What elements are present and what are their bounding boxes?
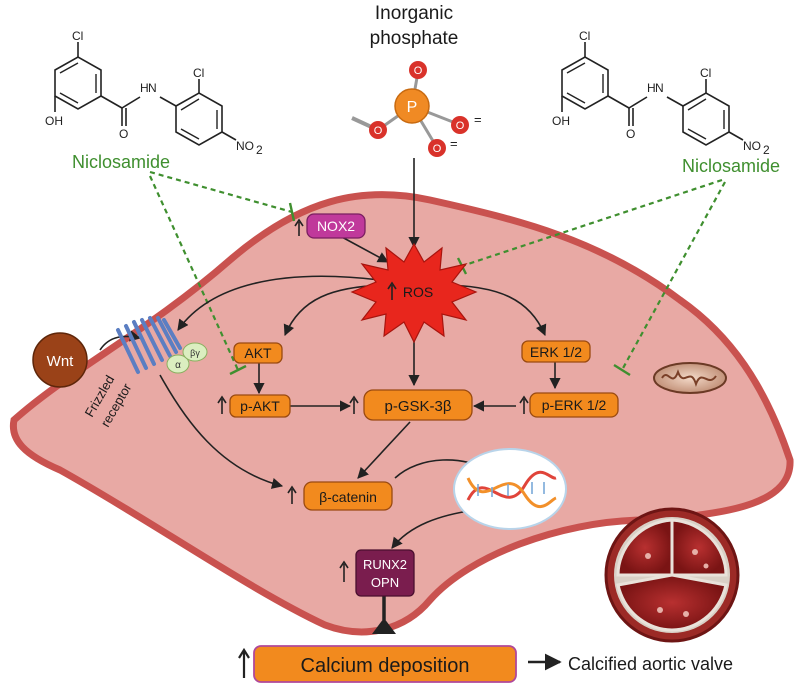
niclosamide-left-label: Niclosamide — [72, 152, 170, 172]
no2-sub-2: 2 — [763, 143, 770, 157]
beta-catenin-up-arrow — [287, 485, 297, 504]
wnt-label: Wnt — [47, 353, 75, 370]
beta-catenin-label: β-catenin — [319, 489, 377, 505]
akt-node — [233, 342, 283, 364]
charge-bottom: = — [450, 136, 458, 151]
oxygen-right: O — [456, 120, 465, 132]
cl-label-2: Cl — [193, 66, 204, 80]
h-label-2: H — [647, 81, 656, 95]
p-erk-label: p-ERK 1/2 — [542, 397, 607, 413]
dna-helix-icon — [466, 470, 557, 509]
aortic-valve-icon — [604, 507, 740, 643]
calcified-valve-label: Calcified aortic valve — [568, 654, 733, 674]
inorganic-label-line1: Inorganic — [375, 3, 453, 24]
inhibition-bars — [229, 202, 631, 377]
runx2-opn-node — [355, 549, 415, 597]
nox2-label: NOX2 — [317, 218, 355, 234]
ros-label: ROS — [403, 284, 433, 300]
p-akt-node — [229, 394, 291, 418]
o-label-2: O — [626, 127, 635, 141]
no2-label-1: NO — [236, 139, 254, 153]
cl-label-4: Cl — [700, 66, 711, 80]
erk-label: ERK 1/2 — [530, 344, 582, 360]
g-protein-alpha — [166, 354, 190, 374]
arrow-to-calcium — [372, 618, 396, 634]
p-gsk-up-arrow — [349, 395, 359, 414]
cl-label-1: Cl — [72, 29, 83, 43]
nox2-up-arrow — [294, 218, 304, 236]
p-erk-node — [529, 392, 619, 418]
runx2-label: RUNX2 — [363, 557, 407, 572]
oxygen-left: O — [374, 125, 383, 137]
frizzled-receptor-icon — [116, 316, 182, 374]
cl-label-3: Cl — [579, 29, 590, 43]
oh-label-1: OH — [45, 114, 63, 128]
erk-node — [521, 340, 591, 363]
oh-label-2: OH — [552, 114, 570, 128]
alpha-label: α — [175, 360, 181, 371]
niclosamide-structure-right: Cl OH O H N Cl NO 2 — [552, 29, 770, 157]
g-protein-betagamma — [182, 342, 208, 362]
ros-up-arrow — [387, 281, 397, 300]
p-akt-up-arrow — [217, 395, 227, 414]
inhibition-lines — [148, 170, 726, 371]
calcium-deposition-box — [253, 645, 517, 683]
niclosamide-right-label: Niclosamide — [682, 156, 780, 176]
runx2-up-arrow — [339, 560, 349, 582]
n-label-1: N — [148, 81, 157, 95]
o-label-1: O — [119, 127, 128, 141]
p-akt-label: p-AKT — [240, 398, 280, 414]
oxygen-top: O — [414, 65, 423, 77]
inorganic-label-line2: phosphate — [370, 28, 459, 49]
dna-bubble — [453, 448, 567, 530]
p-erk-up-arrow — [519, 395, 529, 414]
beta-catenin-node — [303, 481, 393, 511]
p-gsk-node — [363, 389, 473, 421]
ros-node — [350, 242, 478, 344]
calcium-deposition-label: Calcium deposition — [301, 655, 470, 677]
no2-label-2: NO — [743, 139, 761, 153]
oxygen-bottom: O — [433, 143, 442, 155]
charge-right: = — [474, 112, 482, 127]
akt-label: AKT — [244, 345, 272, 361]
phosphorus-atom: P — [407, 99, 418, 116]
phosphate-molecule: P O O = O = O — [351, 61, 482, 157]
wnt-ligand — [32, 332, 88, 388]
p-gsk-label: p-GSK-3β — [385, 398, 452, 415]
betagamma-label: βγ — [190, 348, 200, 358]
opn-label: OPN — [371, 575, 399, 590]
calcium-up-arrow — [238, 647, 250, 678]
no2-sub-1: 2 — [256, 143, 263, 157]
n-label-2: N — [655, 81, 664, 95]
h-label-1: H — [140, 81, 149, 95]
nox2-node — [306, 213, 366, 239]
mitochondrion-icon — [653, 362, 727, 394]
niclosamide-structure-left: Cl OH O H N Cl NO 2 — [45, 29, 263, 157]
